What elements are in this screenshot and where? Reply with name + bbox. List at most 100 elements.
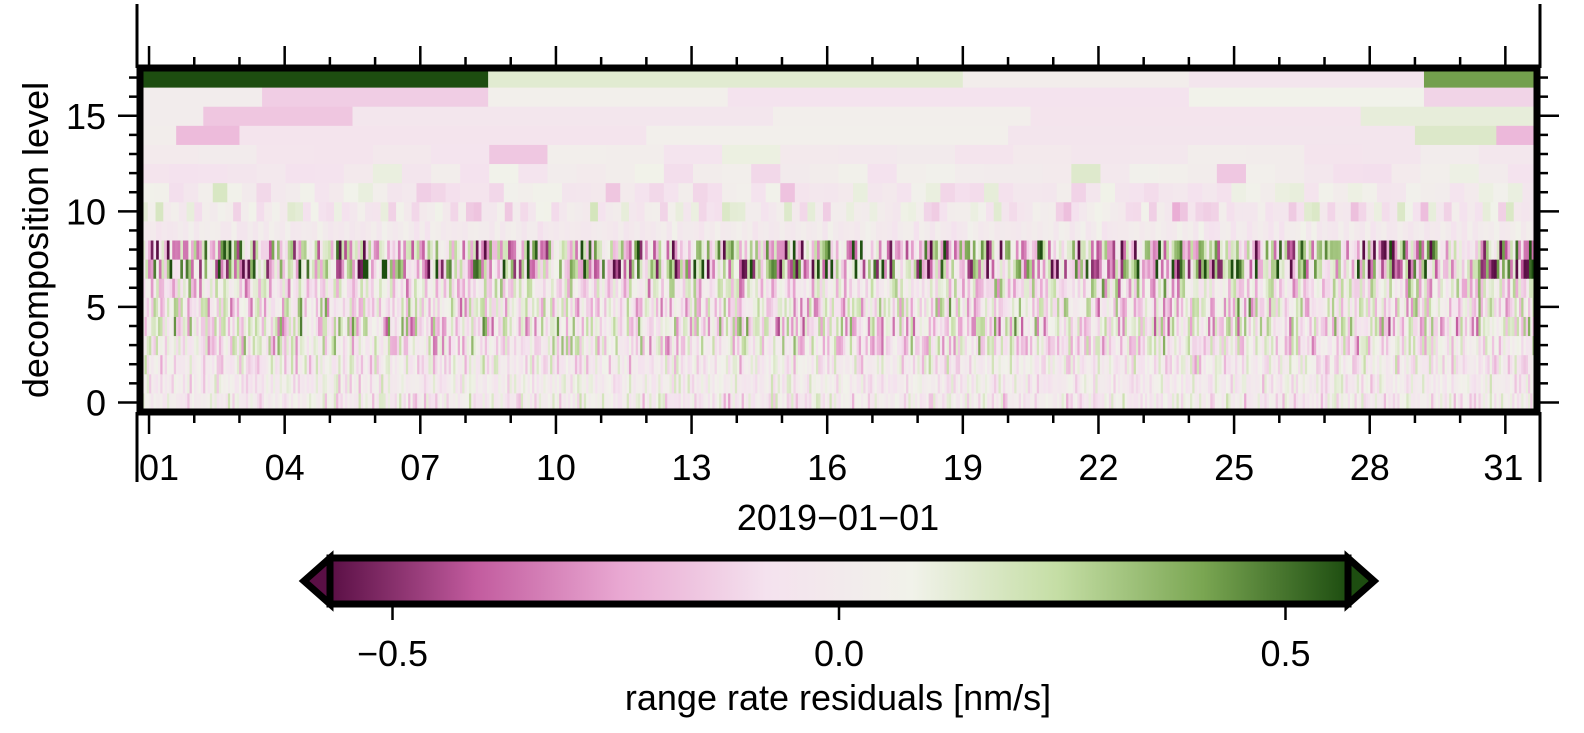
heatmap-cell bbox=[883, 297, 887, 317]
heatmap-cell bbox=[908, 278, 912, 298]
heatmap-cell bbox=[804, 316, 808, 337]
heatmap-cell bbox=[786, 316, 790, 337]
heatmap-cell bbox=[1361, 373, 1365, 394]
heatmap-cell bbox=[1064, 259, 1068, 279]
heatmap-cell bbox=[1192, 297, 1196, 317]
heatmap-cell bbox=[453, 373, 457, 394]
heatmap-cell bbox=[867, 392, 871, 413]
heatmap-cell bbox=[250, 335, 254, 356]
heatmap-cell bbox=[1509, 335, 1513, 356]
heatmap-cell bbox=[1223, 297, 1227, 317]
heatmap-cell bbox=[1036, 392, 1040, 413]
heatmap-cell bbox=[191, 297, 195, 317]
heatmap-cell bbox=[1494, 259, 1498, 279]
heatmap-cell bbox=[791, 354, 795, 375]
heatmap-cell bbox=[1221, 335, 1225, 356]
heatmap-cell bbox=[536, 297, 540, 317]
heatmap-cell bbox=[577, 278, 582, 298]
heatmap-cell bbox=[1199, 316, 1202, 337]
heatmap-cell bbox=[1069, 259, 1073, 279]
heatmap-cell bbox=[1462, 392, 1466, 413]
heatmap-cell bbox=[926, 316, 930, 337]
heatmap-cell bbox=[298, 240, 302, 260]
heatmap-cell bbox=[477, 335, 481, 356]
heatmap-cell bbox=[1372, 373, 1376, 394]
heatmap-cell bbox=[921, 354, 925, 375]
heatmap-cell bbox=[1079, 297, 1083, 317]
heatmap-cell bbox=[911, 278, 915, 298]
heatmap-cell bbox=[1455, 316, 1459, 337]
heatmap-cell bbox=[845, 373, 849, 394]
heatmap-cell bbox=[1185, 297, 1189, 317]
heatmap-cell bbox=[331, 335, 335, 356]
heatmap-cell bbox=[313, 335, 317, 356]
heatmap-cell bbox=[1300, 297, 1304, 317]
heatmap-cell bbox=[1007, 278, 1012, 298]
heatmap-cell bbox=[572, 240, 576, 260]
heatmap-cell bbox=[493, 297, 497, 317]
heatmap-cell bbox=[559, 373, 562, 394]
heatmap-cell bbox=[910, 354, 914, 375]
heatmap-cell bbox=[309, 278, 313, 298]
heatmap-cell bbox=[367, 316, 371, 337]
heatmap-cell bbox=[1335, 259, 1339, 279]
heatmap-cell bbox=[797, 392, 801, 413]
heatmap-cell bbox=[1421, 259, 1425, 279]
heatmap-cell bbox=[523, 297, 526, 317]
heatmap-cell bbox=[705, 335, 709, 356]
heatmap-cell bbox=[1134, 278, 1138, 298]
heatmap-cell bbox=[719, 316, 722, 337]
heatmap-cell bbox=[378, 373, 382, 394]
heatmap-cell bbox=[1086, 316, 1090, 337]
heatmap-cell bbox=[354, 240, 359, 260]
heatmap-cell bbox=[849, 392, 853, 413]
heatmap-cell bbox=[286, 373, 290, 394]
heatmap-cell bbox=[545, 316, 549, 337]
heatmap-cell bbox=[924, 278, 928, 298]
heatmap-cell bbox=[852, 316, 855, 337]
heatmap-cell bbox=[513, 240, 517, 260]
heatmap-cell bbox=[637, 354, 641, 375]
heatmap-cell bbox=[368, 278, 372, 298]
heatmap-cell bbox=[1248, 354, 1252, 375]
heatmap-cell bbox=[550, 316, 553, 337]
heatmap-cell bbox=[169, 278, 173, 298]
heatmap-cell bbox=[1428, 373, 1432, 394]
heatmap-cell bbox=[1388, 373, 1392, 394]
heatmap-cell bbox=[583, 354, 587, 375]
heatmap-cell bbox=[263, 373, 267, 394]
heatmap-cell bbox=[730, 316, 734, 337]
heatmap-cell bbox=[935, 373, 939, 394]
heatmap-cell bbox=[1295, 392, 1299, 413]
heatmap-cell bbox=[716, 335, 720, 356]
heatmap-cell bbox=[852, 392, 855, 413]
heatmap-cell bbox=[1156, 392, 1160, 413]
heatmap-cell bbox=[722, 240, 727, 260]
heatmap-cell bbox=[266, 297, 270, 317]
heatmap-cell bbox=[1144, 354, 1148, 375]
heatmap-cell bbox=[1304, 354, 1308, 375]
heatmap-cell bbox=[878, 278, 883, 298]
heatmap-cell bbox=[822, 392, 826, 413]
heatmap-cell bbox=[416, 240, 420, 260]
heatmap-cell bbox=[1329, 373, 1333, 394]
heatmap-cell bbox=[932, 278, 936, 298]
heatmap-cell bbox=[975, 392, 979, 413]
heatmap-cell bbox=[1230, 354, 1234, 375]
heatmap-cell bbox=[1139, 278, 1143, 298]
heatmap-cell bbox=[279, 259, 283, 279]
heatmap-cell bbox=[577, 297, 580, 317]
heatmap-cell bbox=[827, 278, 832, 298]
heatmap-cell bbox=[478, 278, 482, 298]
heatmap-cell bbox=[419, 392, 423, 413]
heatmap-cell bbox=[865, 259, 869, 279]
heatmap-cell bbox=[516, 278, 520, 298]
heatmap-cell bbox=[953, 392, 957, 413]
heatmap-cell bbox=[694, 335, 698, 356]
heatmap-cell bbox=[423, 335, 427, 356]
heatmap-cell bbox=[962, 392, 966, 413]
heatmap-cell bbox=[1419, 316, 1423, 337]
heatmap-cell bbox=[1437, 373, 1441, 394]
heatmap-cell bbox=[1298, 335, 1302, 356]
heatmap-cell bbox=[809, 316, 813, 337]
